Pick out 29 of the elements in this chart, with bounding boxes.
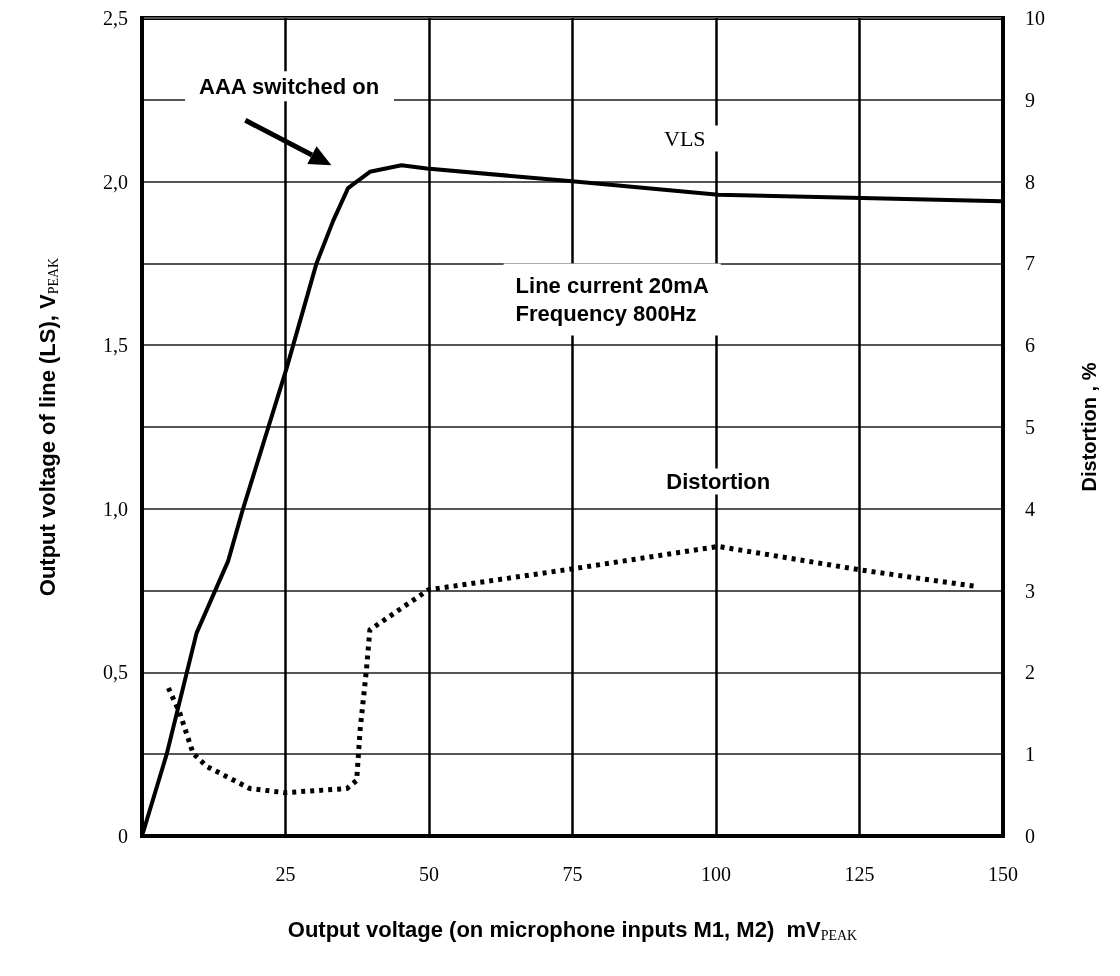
y2-tick-label: 1 [1025,743,1035,766]
y2-tick-label: 5 [1025,416,1035,438]
annotation: Line current 20mA Frequency 800Hz [515,272,709,326]
y2-axis-title: Distortion , % [1078,362,1100,492]
y2-tick-label: 2 [1025,661,1035,684]
series-label: VLS [664,126,706,152]
text: Distortion [666,468,771,494]
y2-tick-label: 9 [1025,88,1035,111]
y2-tick-label: 0 [1025,825,1035,847]
y-tick-label: 0 [118,825,128,847]
y2-tick-label: 6 [1025,334,1035,357]
x-tick-label: 75 [562,863,583,885]
x-tick-label: 50 [419,863,439,885]
y2-tick-label: 10 [1025,7,1045,29]
y-tick-label: 2,0 [103,170,128,193]
x-tick-label: 100 [701,863,731,885]
y-tick-label: 0,5 [103,661,128,684]
y-tick-label: 2,5 [103,7,128,29]
y2-tick-label: 3 [1025,579,1035,602]
y2-tick-label: 4 [1025,497,1035,520]
y2-tick-label: 7 [1025,252,1035,275]
annotation: AAA switched on [199,73,380,99]
y-tick-label: 1,0 [103,497,128,520]
x-tick-label: 25 [275,863,296,885]
x-tick-label: 125 [844,863,875,885]
x-tick-label: 150 [988,863,1018,885]
y2-tick-label: 8 [1025,170,1035,193]
y-tick-label: 1,5 [103,334,128,357]
y-axis-title: Output voltage of line (LS), VPEAK [34,257,61,597]
